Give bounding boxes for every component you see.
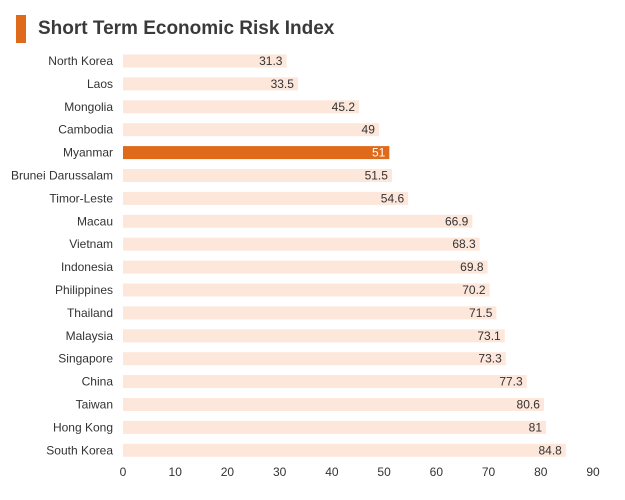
bar-china: [123, 375, 527, 389]
value-label-laos: 33.5: [271, 77, 295, 91]
x-tick-label-0: 0: [120, 465, 127, 479]
x-tick-label-90: 90: [586, 465, 600, 479]
category-label-malaysia: Malaysia: [66, 329, 114, 343]
x-tick-label-60: 60: [430, 465, 444, 479]
x-tick-label-30: 30: [273, 465, 287, 479]
value-label-philippines: 70.2: [462, 283, 486, 297]
category-label-myanmar: Myanmar: [63, 146, 113, 160]
value-label-north-korea: 31.3: [259, 54, 283, 68]
bar-mongolia: [123, 100, 360, 114]
category-label-taiwan: Taiwan: [76, 398, 113, 412]
x-tick-label-20: 20: [221, 465, 235, 479]
category-label-vietnam: Vietnam: [69, 237, 113, 251]
category-label-singapore: Singapore: [58, 352, 113, 366]
category-label-macau: Macau: [77, 214, 113, 228]
bar-hong-kong: [123, 420, 546, 434]
value-label-indonesia: 69.8: [460, 260, 484, 274]
bar-north-korea: [123, 54, 287, 68]
bar-timor-leste: [123, 191, 409, 205]
bar-laos: [123, 77, 298, 91]
category-label-hong-kong: Hong Kong: [53, 420, 113, 434]
bar-myanmar: [123, 146, 390, 160]
value-label-cambodia: 49: [362, 123, 376, 137]
bar-brunei-darussalam: [123, 169, 392, 182]
category-label-china: China: [82, 375, 114, 389]
bar-cambodia: [123, 123, 379, 137]
value-label-timor-leste: 54.6: [381, 191, 405, 205]
category-label-mongolia: Mongolia: [64, 100, 113, 114]
title-accent-bar: [16, 15, 26, 43]
value-label-myanmar: 51: [372, 146, 386, 160]
category-label-indonesia: Indonesia: [61, 260, 113, 274]
bar-vietnam: [123, 237, 480, 251]
value-label-taiwan: 80.6: [517, 398, 541, 412]
category-label-north-korea: North Korea: [48, 54, 113, 68]
bar-malaysia: [123, 329, 505, 343]
bar-taiwan: [123, 398, 544, 411]
value-label-south-korea: 84.8: [538, 443, 562, 457]
chart-title: Short Term Economic Risk Index: [38, 18, 335, 39]
x-tick-label-70: 70: [482, 465, 496, 479]
category-label-timor-leste: Timor-Leste: [49, 191, 113, 205]
category-label-brunei-darussalam: Brunei Darussalam: [11, 169, 113, 183]
x-tick-label-10: 10: [169, 465, 183, 479]
category-label-south-korea: South Korea: [46, 443, 113, 457]
bar-singapore: [123, 352, 506, 366]
bar-macau: [123, 214, 473, 228]
category-label-cambodia: Cambodia: [58, 123, 113, 137]
bar-philippines: [123, 283, 490, 297]
value-label-china: 77.3: [499, 375, 523, 389]
bar-indonesia: [123, 260, 488, 274]
value-label-mongolia: 45.2: [332, 100, 356, 114]
x-tick-label-40: 40: [325, 465, 339, 479]
value-label-malaysia: 73.1: [477, 329, 501, 343]
value-label-singapore: 73.3: [478, 352, 502, 366]
bar-south-korea: [123, 443, 566, 457]
value-label-macau: 66.9: [445, 214, 469, 228]
value-label-hong-kong: 81: [529, 420, 543, 434]
category-label-philippines: Philippines: [55, 283, 113, 297]
value-label-brunei-darussalam: 51.5: [365, 169, 389, 183]
value-label-thailand: 71.5: [469, 306, 493, 320]
category-label-laos: Laos: [87, 77, 113, 91]
bar-thailand: [123, 306, 497, 320]
category-label-thailand: Thailand: [67, 306, 113, 320]
x-tick-label-50: 50: [377, 465, 391, 479]
x-tick-label-80: 80: [534, 465, 548, 479]
value-label-vietnam: 68.3: [452, 237, 476, 251]
